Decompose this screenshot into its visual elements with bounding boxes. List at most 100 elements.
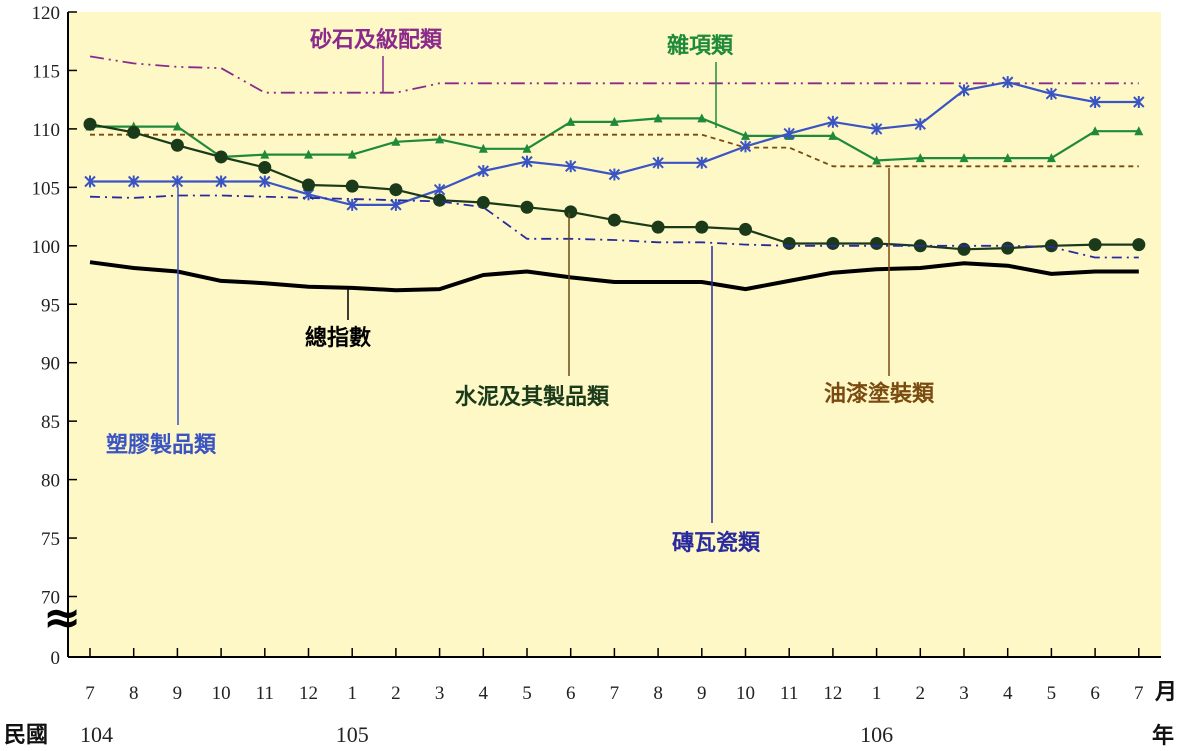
series-label-brick: 磚瓦瓷類 xyxy=(672,531,761,556)
x-tick-label: 6 xyxy=(566,683,576,704)
data-point-1 xyxy=(915,153,925,163)
x-tick-label: 6 xyxy=(1090,683,1100,704)
data-point-1 xyxy=(609,116,619,126)
x-tick-label: 1 xyxy=(347,683,357,704)
data-point-4 xyxy=(214,150,228,164)
data-point-4 xyxy=(651,220,665,234)
data-point-1 xyxy=(435,134,445,144)
data-point-3 xyxy=(783,127,795,140)
x-tick-label: 4 xyxy=(1003,683,1013,704)
x-tick-label: 8 xyxy=(129,683,139,704)
data-point-4 xyxy=(302,178,315,192)
data-point-4 xyxy=(345,179,359,193)
data-point-3 xyxy=(958,84,970,97)
data-point-4 xyxy=(607,213,621,227)
data-point-3 xyxy=(564,160,577,173)
data-point-3 xyxy=(259,175,271,188)
x-tick-label: 5 xyxy=(1047,683,1057,704)
x-tick-label: 11 xyxy=(780,683,798,704)
data-point-1 xyxy=(522,143,532,153)
y-tick-label: 120 xyxy=(32,3,61,24)
data-point-4 xyxy=(1001,241,1015,255)
data-point-4 xyxy=(83,117,97,131)
x-tick-label: 11 xyxy=(256,683,274,704)
data-point-3 xyxy=(1133,96,1145,109)
data-point-4 xyxy=(1044,239,1058,253)
series-label-misc: 雜項類 xyxy=(667,33,734,59)
month-unit-label: 月 xyxy=(1154,680,1177,705)
series-line-0 xyxy=(89,55,1139,94)
x-tick-label: 3 xyxy=(959,683,969,704)
x-tick-label: 9 xyxy=(173,683,183,704)
series-label-paint: 油漆塗裝類 xyxy=(824,381,935,407)
data-point-1 xyxy=(391,136,401,146)
data-point-1 xyxy=(1046,153,1056,163)
data-point-4 xyxy=(389,183,403,197)
data-point-1 xyxy=(347,149,357,159)
data-point-3 xyxy=(521,155,533,168)
y-tick-label: 110 xyxy=(32,120,60,141)
x-tick-label: 8 xyxy=(653,683,663,704)
data-point-1 xyxy=(478,143,488,153)
year-prefix-label: 民國 xyxy=(4,723,48,748)
data-point-3 xyxy=(914,118,927,131)
data-point-4 xyxy=(870,236,884,250)
data-point-4 xyxy=(476,196,490,210)
data-point-1 xyxy=(959,153,969,163)
year-unit-label: 年 xyxy=(1152,723,1174,749)
data-point-1 xyxy=(741,130,750,140)
data-point-1 xyxy=(1134,126,1144,136)
data-point-4 xyxy=(782,236,796,250)
series-label-cement: 水泥及其製品類 xyxy=(455,384,610,410)
series-line-5 xyxy=(89,194,1139,259)
series-label-total: 總指數 xyxy=(305,325,371,351)
data-point-3 xyxy=(739,140,752,153)
data-point-4 xyxy=(564,205,578,219)
y-tick-label: 105 xyxy=(32,178,61,199)
year-label: 104 xyxy=(80,722,113,747)
axis-break-symbol: ≈ xyxy=(43,590,82,644)
data-point-1 xyxy=(1090,126,1100,136)
data-point-4 xyxy=(1088,238,1102,252)
y-tick-label: 70 xyxy=(41,588,60,609)
data-point-4 xyxy=(739,222,752,236)
data-point-1 xyxy=(304,149,313,159)
x-tick-label: 12 xyxy=(299,683,318,704)
series-label-plastic: 塑膠製品類 xyxy=(106,432,217,458)
x-tick-label: 7 xyxy=(85,683,95,704)
data-point-4 xyxy=(433,193,447,207)
data-point-3 xyxy=(171,175,184,188)
data-point-3 xyxy=(346,198,358,211)
data-point-1 xyxy=(260,149,270,159)
x-tick-label: 12 xyxy=(823,683,842,704)
data-point-3 xyxy=(870,122,883,135)
data-point-4 xyxy=(826,236,840,250)
data-point-1 xyxy=(872,155,882,165)
y-tick-label: 90 xyxy=(41,354,60,375)
data-point-1 xyxy=(697,113,707,123)
x-tick-label: 10 xyxy=(212,683,231,704)
x-tick-label: 3 xyxy=(435,683,445,704)
series-line-2 xyxy=(90,133,1139,168)
y-tick-label: 115 xyxy=(32,61,60,82)
x-tick-label: 1 xyxy=(872,683,882,704)
data-point-3 xyxy=(127,175,140,188)
data-point-4 xyxy=(1132,238,1146,252)
data-point-3 xyxy=(1045,87,1058,100)
data-point-3 xyxy=(652,156,664,169)
data-point-3 xyxy=(827,115,839,128)
data-point-1 xyxy=(172,121,182,131)
data-point-3 xyxy=(1001,76,1014,89)
year-label: 106 xyxy=(860,722,893,747)
data-point-3 xyxy=(84,175,96,188)
year-label: 105 xyxy=(336,722,369,747)
x-tick-label: 2 xyxy=(916,683,926,704)
x-tick-label: 2 xyxy=(391,683,401,704)
plot-area xyxy=(68,12,1161,657)
data-point-1 xyxy=(828,130,838,140)
series-line-6 xyxy=(89,260,1139,293)
x-tick-label: 5 xyxy=(522,683,532,704)
y-tick-label: 95 xyxy=(41,295,60,316)
y-tick-label: 80 xyxy=(41,471,60,492)
